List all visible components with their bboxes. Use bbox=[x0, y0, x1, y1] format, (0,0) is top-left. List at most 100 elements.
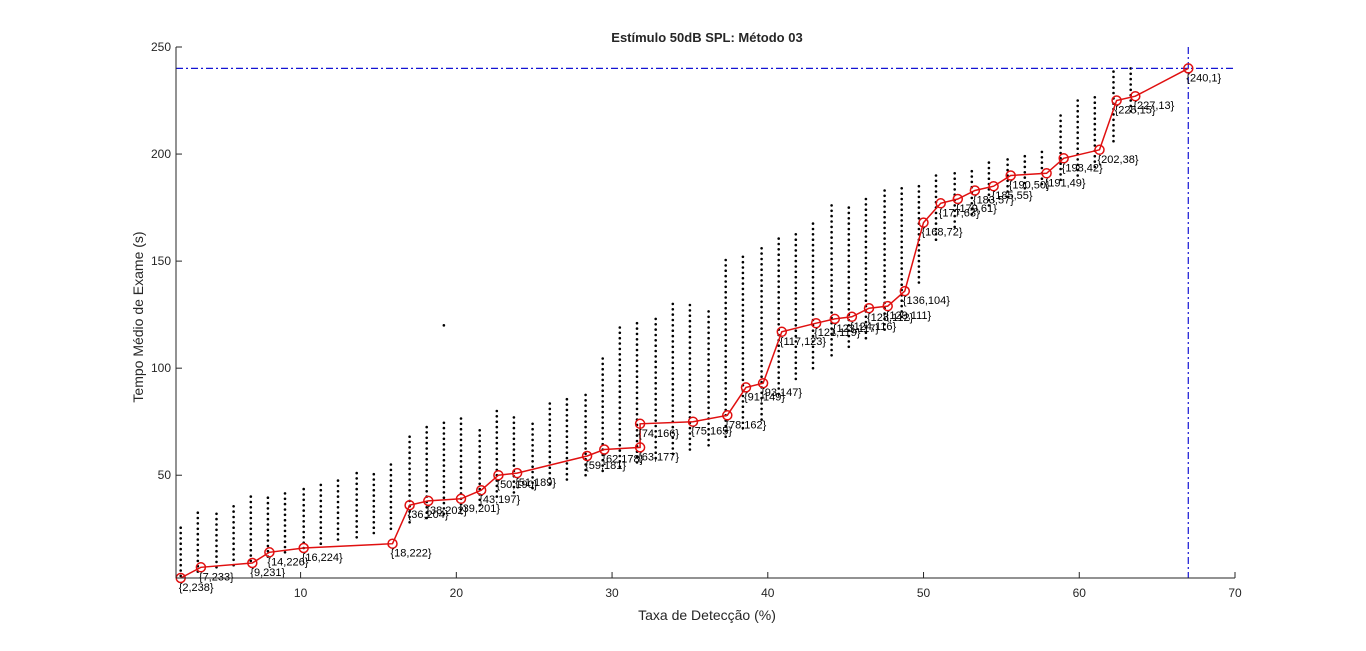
scatter-point bbox=[601, 389, 604, 393]
scatter-point bbox=[883, 189, 886, 192]
scatter-point bbox=[232, 526, 235, 529]
point-label: {190,50} bbox=[1009, 180, 1050, 192]
scatter-point bbox=[760, 364, 763, 368]
scatter-point bbox=[830, 284, 833, 288]
scatter-point bbox=[372, 505, 376, 508]
scatter-point bbox=[671, 350, 675, 354]
scatter-point bbox=[1059, 135, 1062, 139]
scatter-point bbox=[707, 374, 710, 378]
scatter-point bbox=[811, 340, 815, 343]
scatter-point bbox=[1112, 139, 1115, 143]
scatter-point bbox=[760, 359, 763, 363]
scatter-point bbox=[1112, 75, 1115, 79]
scatter-point bbox=[707, 315, 710, 319]
scatter-point bbox=[811, 302, 815, 306]
scatter-point bbox=[459, 454, 463, 458]
scatter-point bbox=[495, 420, 499, 424]
scatter-point bbox=[512, 491, 516, 494]
scatter-point bbox=[688, 437, 692, 441]
scatter-point bbox=[794, 275, 798, 279]
scatter-point bbox=[618, 326, 622, 329]
scatter-point bbox=[408, 440, 411, 444]
scatter-point bbox=[283, 513, 287, 517]
x-axis-label: Taxa de Detecção (%) bbox=[638, 607, 776, 623]
scatter-point bbox=[389, 511, 393, 514]
scatter-point bbox=[618, 427, 622, 431]
scatter-point bbox=[934, 179, 938, 183]
scatter-point bbox=[336, 511, 340, 514]
scatter-point bbox=[777, 253, 780, 256]
scatter-point bbox=[601, 362, 604, 366]
scatter-point bbox=[215, 555, 218, 558]
scatter-point bbox=[179, 574, 182, 578]
scatter-point bbox=[1059, 167, 1062, 171]
scatter-point bbox=[900, 272, 903, 276]
point-label: {51,189} bbox=[515, 477, 556, 489]
scatter-point bbox=[830, 214, 833, 218]
scatter-point bbox=[249, 559, 253, 563]
scatter-point bbox=[442, 475, 446, 478]
scatter-point bbox=[512, 448, 516, 451]
scatter-point bbox=[1040, 161, 1044, 164]
scatter-point bbox=[864, 283, 868, 287]
scatter-point bbox=[249, 500, 253, 504]
scatter-point bbox=[196, 543, 200, 547]
scatter-point bbox=[1076, 163, 1079, 167]
scatter-point bbox=[548, 434, 552, 437]
scatter-point bbox=[389, 484, 393, 488]
scatter-point bbox=[618, 438, 622, 442]
scatter-point bbox=[688, 373, 692, 376]
scatter-point bbox=[830, 204, 833, 207]
scatter-point bbox=[425, 441, 429, 445]
scatter-point bbox=[987, 204, 991, 207]
scatter-point bbox=[953, 204, 956, 207]
scatter-point bbox=[830, 343, 833, 346]
scatter-point bbox=[741, 394, 745, 398]
scatter-point bbox=[724, 424, 727, 428]
scatter-point bbox=[408, 467, 411, 471]
scatter-point bbox=[478, 439, 482, 443]
scatter-point bbox=[917, 195, 921, 199]
scatter-point bbox=[671, 372, 675, 375]
scatter-point bbox=[635, 338, 639, 341]
scatter-point bbox=[319, 537, 323, 540]
scatter-point bbox=[283, 534, 287, 538]
scatter-point bbox=[319, 521, 323, 524]
scatter-point bbox=[249, 516, 253, 520]
scatter-point bbox=[794, 377, 798, 381]
scatter-point bbox=[741, 416, 745, 419]
scatter-point bbox=[601, 367, 604, 371]
scatter-point bbox=[847, 291, 851, 295]
scatter-point bbox=[707, 347, 710, 351]
scatter-point bbox=[777, 285, 780, 289]
scatter-point bbox=[794, 291, 798, 295]
scatter-point bbox=[548, 477, 552, 480]
x-tick-label: 40 bbox=[761, 586, 775, 600]
scatter-point bbox=[707, 444, 710, 447]
axes: 10 20 30 40 50 60 70 50 100 150 200 250 bbox=[151, 40, 1242, 600]
scatter-point bbox=[934, 227, 938, 231]
series-marker bbox=[687, 416, 699, 427]
scatter-point bbox=[1023, 176, 1027, 179]
scatter-point bbox=[794, 366, 798, 370]
scatter-point bbox=[724, 296, 727, 299]
scatter-point bbox=[847, 275, 851, 279]
scatter-point bbox=[196, 527, 200, 531]
scatter-point bbox=[917, 200, 921, 204]
scatter-point bbox=[319, 542, 323, 545]
scatter-point bbox=[635, 391, 639, 395]
scatter-point bbox=[618, 454, 622, 458]
scatter-point bbox=[584, 420, 587, 424]
scatter-point bbox=[266, 523, 270, 526]
scatter-point bbox=[917, 211, 921, 215]
scatter-point bbox=[707, 401, 710, 404]
scatter-point bbox=[565, 456, 569, 460]
scatter-point bbox=[847, 243, 851, 247]
scatter-point bbox=[794, 243, 798, 247]
scatter-point bbox=[372, 478, 376, 481]
scatter-point bbox=[760, 327, 763, 330]
scatter-point bbox=[478, 503, 482, 507]
scatter-point bbox=[1093, 117, 1097, 120]
scatter-point bbox=[934, 233, 938, 236]
scatter-point bbox=[724, 301, 727, 305]
